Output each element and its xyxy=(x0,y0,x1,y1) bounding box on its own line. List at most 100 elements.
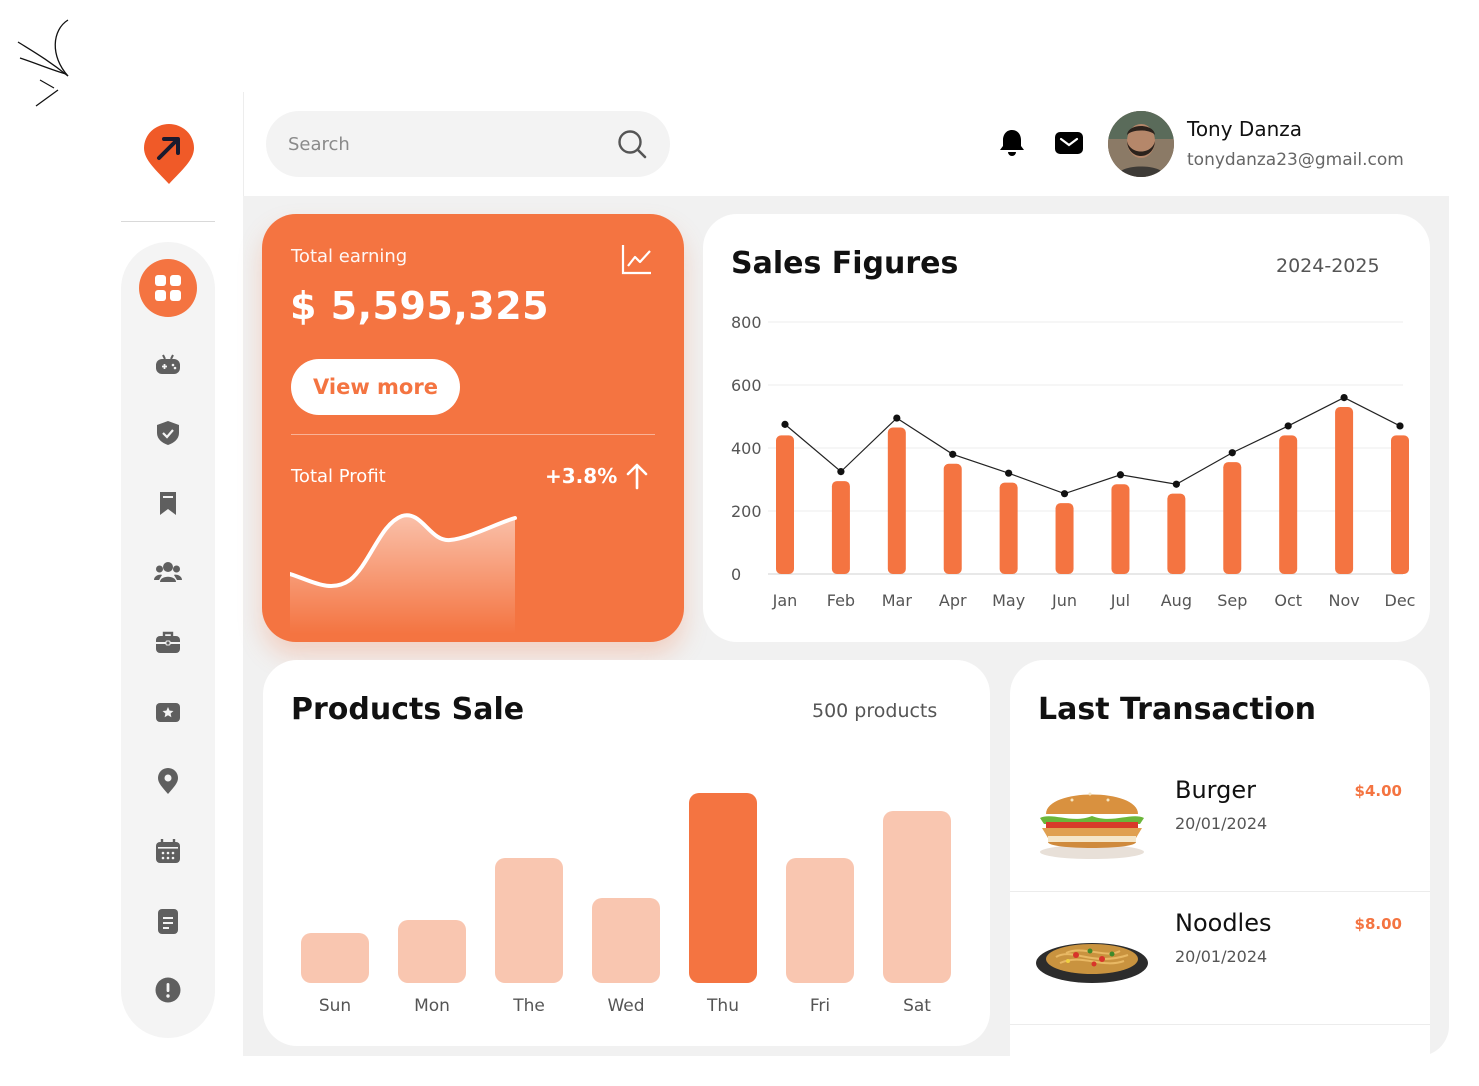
sales-trend-point[interactable] xyxy=(893,414,901,422)
x-tick-label: Sep xyxy=(1217,591,1247,610)
topbar-edge xyxy=(243,92,244,196)
sales-trend-point[interactable] xyxy=(1340,394,1348,402)
x-tick-label: Jun xyxy=(1051,591,1077,610)
earning-label: Total earning xyxy=(291,246,408,267)
y-tick-label: 400 xyxy=(731,439,762,458)
alert-icon xyxy=(155,977,181,1003)
sales-trend-point[interactable] xyxy=(1396,422,1404,430)
shield-icon xyxy=(157,421,179,445)
sidebar-item-bookmarks[interactable] xyxy=(149,484,187,522)
sales-trend-point[interactable] xyxy=(1228,449,1236,457)
sales-trend-point[interactable] xyxy=(1172,480,1180,488)
x-tick-label: Nov xyxy=(1328,591,1359,610)
transaction-name: Noodles xyxy=(1175,909,1272,937)
sidebar-item-info[interactable] xyxy=(149,971,187,1009)
trend-chart-icon[interactable] xyxy=(620,242,654,276)
x-tick-label: Jul xyxy=(1110,591,1130,610)
view-more-button[interactable]: View more xyxy=(291,359,460,415)
transaction-price: $8.00 xyxy=(1354,915,1402,933)
x-tick-label: Wed xyxy=(607,996,644,1016)
document-icon xyxy=(158,909,178,934)
bookmark-icon xyxy=(160,492,176,515)
sales-trend-point[interactable] xyxy=(1116,471,1125,479)
x-tick-label: Sat xyxy=(903,996,931,1016)
sales-title: Sales Figures xyxy=(731,246,959,281)
sales-trend-point[interactable] xyxy=(837,468,845,476)
users-icon xyxy=(154,562,182,582)
sales-bar[interactable] xyxy=(1167,493,1186,574)
product-sale-bar[interactable] xyxy=(592,898,660,983)
sidebar-item-documents[interactable] xyxy=(149,902,187,940)
app-logo-icon[interactable] xyxy=(142,124,196,186)
product-sale-bar[interactable] xyxy=(883,811,951,983)
arrow-up-icon xyxy=(626,463,648,490)
sales-bar[interactable] xyxy=(1055,503,1074,574)
sales-trend-point[interactable] xyxy=(781,420,789,428)
sales-bar[interactable] xyxy=(1279,435,1298,574)
search-bar xyxy=(266,111,670,177)
x-tick-label: Mar xyxy=(882,591,913,610)
decorative-strokes xyxy=(17,19,69,107)
sales-bar[interactable] xyxy=(999,482,1018,574)
burger-image xyxy=(1040,792,1144,859)
x-tick-label: Apr xyxy=(939,591,967,610)
sales-period[interactable]: 2024-2025 xyxy=(1276,255,1380,277)
x-tick-label: Aug xyxy=(1161,591,1192,610)
mail-icon[interactable] xyxy=(1053,127,1085,159)
sales-figures-chart: 0 200 400 600 800 Jan Feb Mar Apr May Jun Jul Aug Sep… xyxy=(731,313,1416,610)
product-sale-bar[interactable] xyxy=(689,793,757,983)
sales-trend-point[interactable] xyxy=(949,450,957,458)
sidebar-item-work[interactable] xyxy=(149,623,187,661)
avatar-image xyxy=(1108,111,1174,177)
sales-bar[interactable] xyxy=(943,463,962,574)
sales-bar[interactable] xyxy=(1335,407,1354,574)
y-tick-label: 0 xyxy=(731,565,741,584)
bell-icon[interactable] xyxy=(996,127,1028,159)
product-sale-bar[interactable] xyxy=(301,933,369,983)
sidebar-item-location[interactable] xyxy=(149,762,187,800)
user-name: Tony Danza xyxy=(1187,117,1303,141)
earning-divider xyxy=(291,434,655,435)
earning-amount: $ 5,595,325 xyxy=(290,284,550,328)
location-icon xyxy=(158,768,178,794)
products-title: Products Sale xyxy=(291,692,525,727)
x-tick-label: Mon xyxy=(414,996,450,1016)
sales-trend-point[interactable] xyxy=(1005,469,1013,477)
product-sale-bar[interactable] xyxy=(495,858,563,983)
search-icon[interactable] xyxy=(616,128,648,160)
sales-bar[interactable] xyxy=(831,481,850,574)
sidebar-item-dashboard[interactable] xyxy=(139,259,197,317)
search-input[interactable] xyxy=(288,133,616,155)
total-earning-card: Total earning $ 5,595,325 View more Tota… xyxy=(262,214,684,642)
product-sale-bar[interactable] xyxy=(398,920,466,983)
transaction-date: 20/01/2024 xyxy=(1175,814,1268,833)
transaction-row[interactable]: Burger 20/01/2024 $4.00 xyxy=(1010,760,1430,892)
avatar[interactable] xyxy=(1108,111,1174,177)
sidebar-item-calendar[interactable] xyxy=(149,832,187,870)
transaction-date: 20/01/2024 xyxy=(1175,947,1268,966)
sales-bar[interactable] xyxy=(1391,435,1409,574)
gamepad-icon xyxy=(156,354,180,374)
x-tick-label: Fri xyxy=(810,996,830,1016)
grid-icon xyxy=(155,275,181,301)
sales-bar[interactable] xyxy=(1111,484,1130,574)
product-sale-bar[interactable] xyxy=(786,858,854,983)
sales-bar[interactable] xyxy=(1223,462,1242,574)
x-tick-label: Sun xyxy=(319,996,351,1016)
x-tick-label: Dec xyxy=(1385,591,1416,610)
sales-trend-point[interactable] xyxy=(1284,422,1292,430)
y-tick-label: 200 xyxy=(731,502,762,521)
sidebar-item-games[interactable] xyxy=(149,346,187,384)
transaction-row[interactable]: Noodles 20/01/2024 $8.00 xyxy=(1010,893,1430,1025)
sidebar-item-favorites[interactable] xyxy=(149,693,187,731)
sales-bar[interactable] xyxy=(887,427,906,574)
sales-trend-point[interactable] xyxy=(1060,490,1069,498)
products-count: 500 products xyxy=(812,700,938,722)
sidebar-item-users[interactable] xyxy=(149,553,187,591)
sales-bar[interactable] xyxy=(776,435,794,574)
sidebar-item-security[interactable] xyxy=(149,414,187,452)
sidebar-divider xyxy=(121,221,215,222)
last-transaction-card: Last Transaction Burger 20/01/2024 $4.00… xyxy=(1010,660,1430,1056)
sidebar xyxy=(121,242,215,1038)
profit-sparkline xyxy=(290,513,517,634)
